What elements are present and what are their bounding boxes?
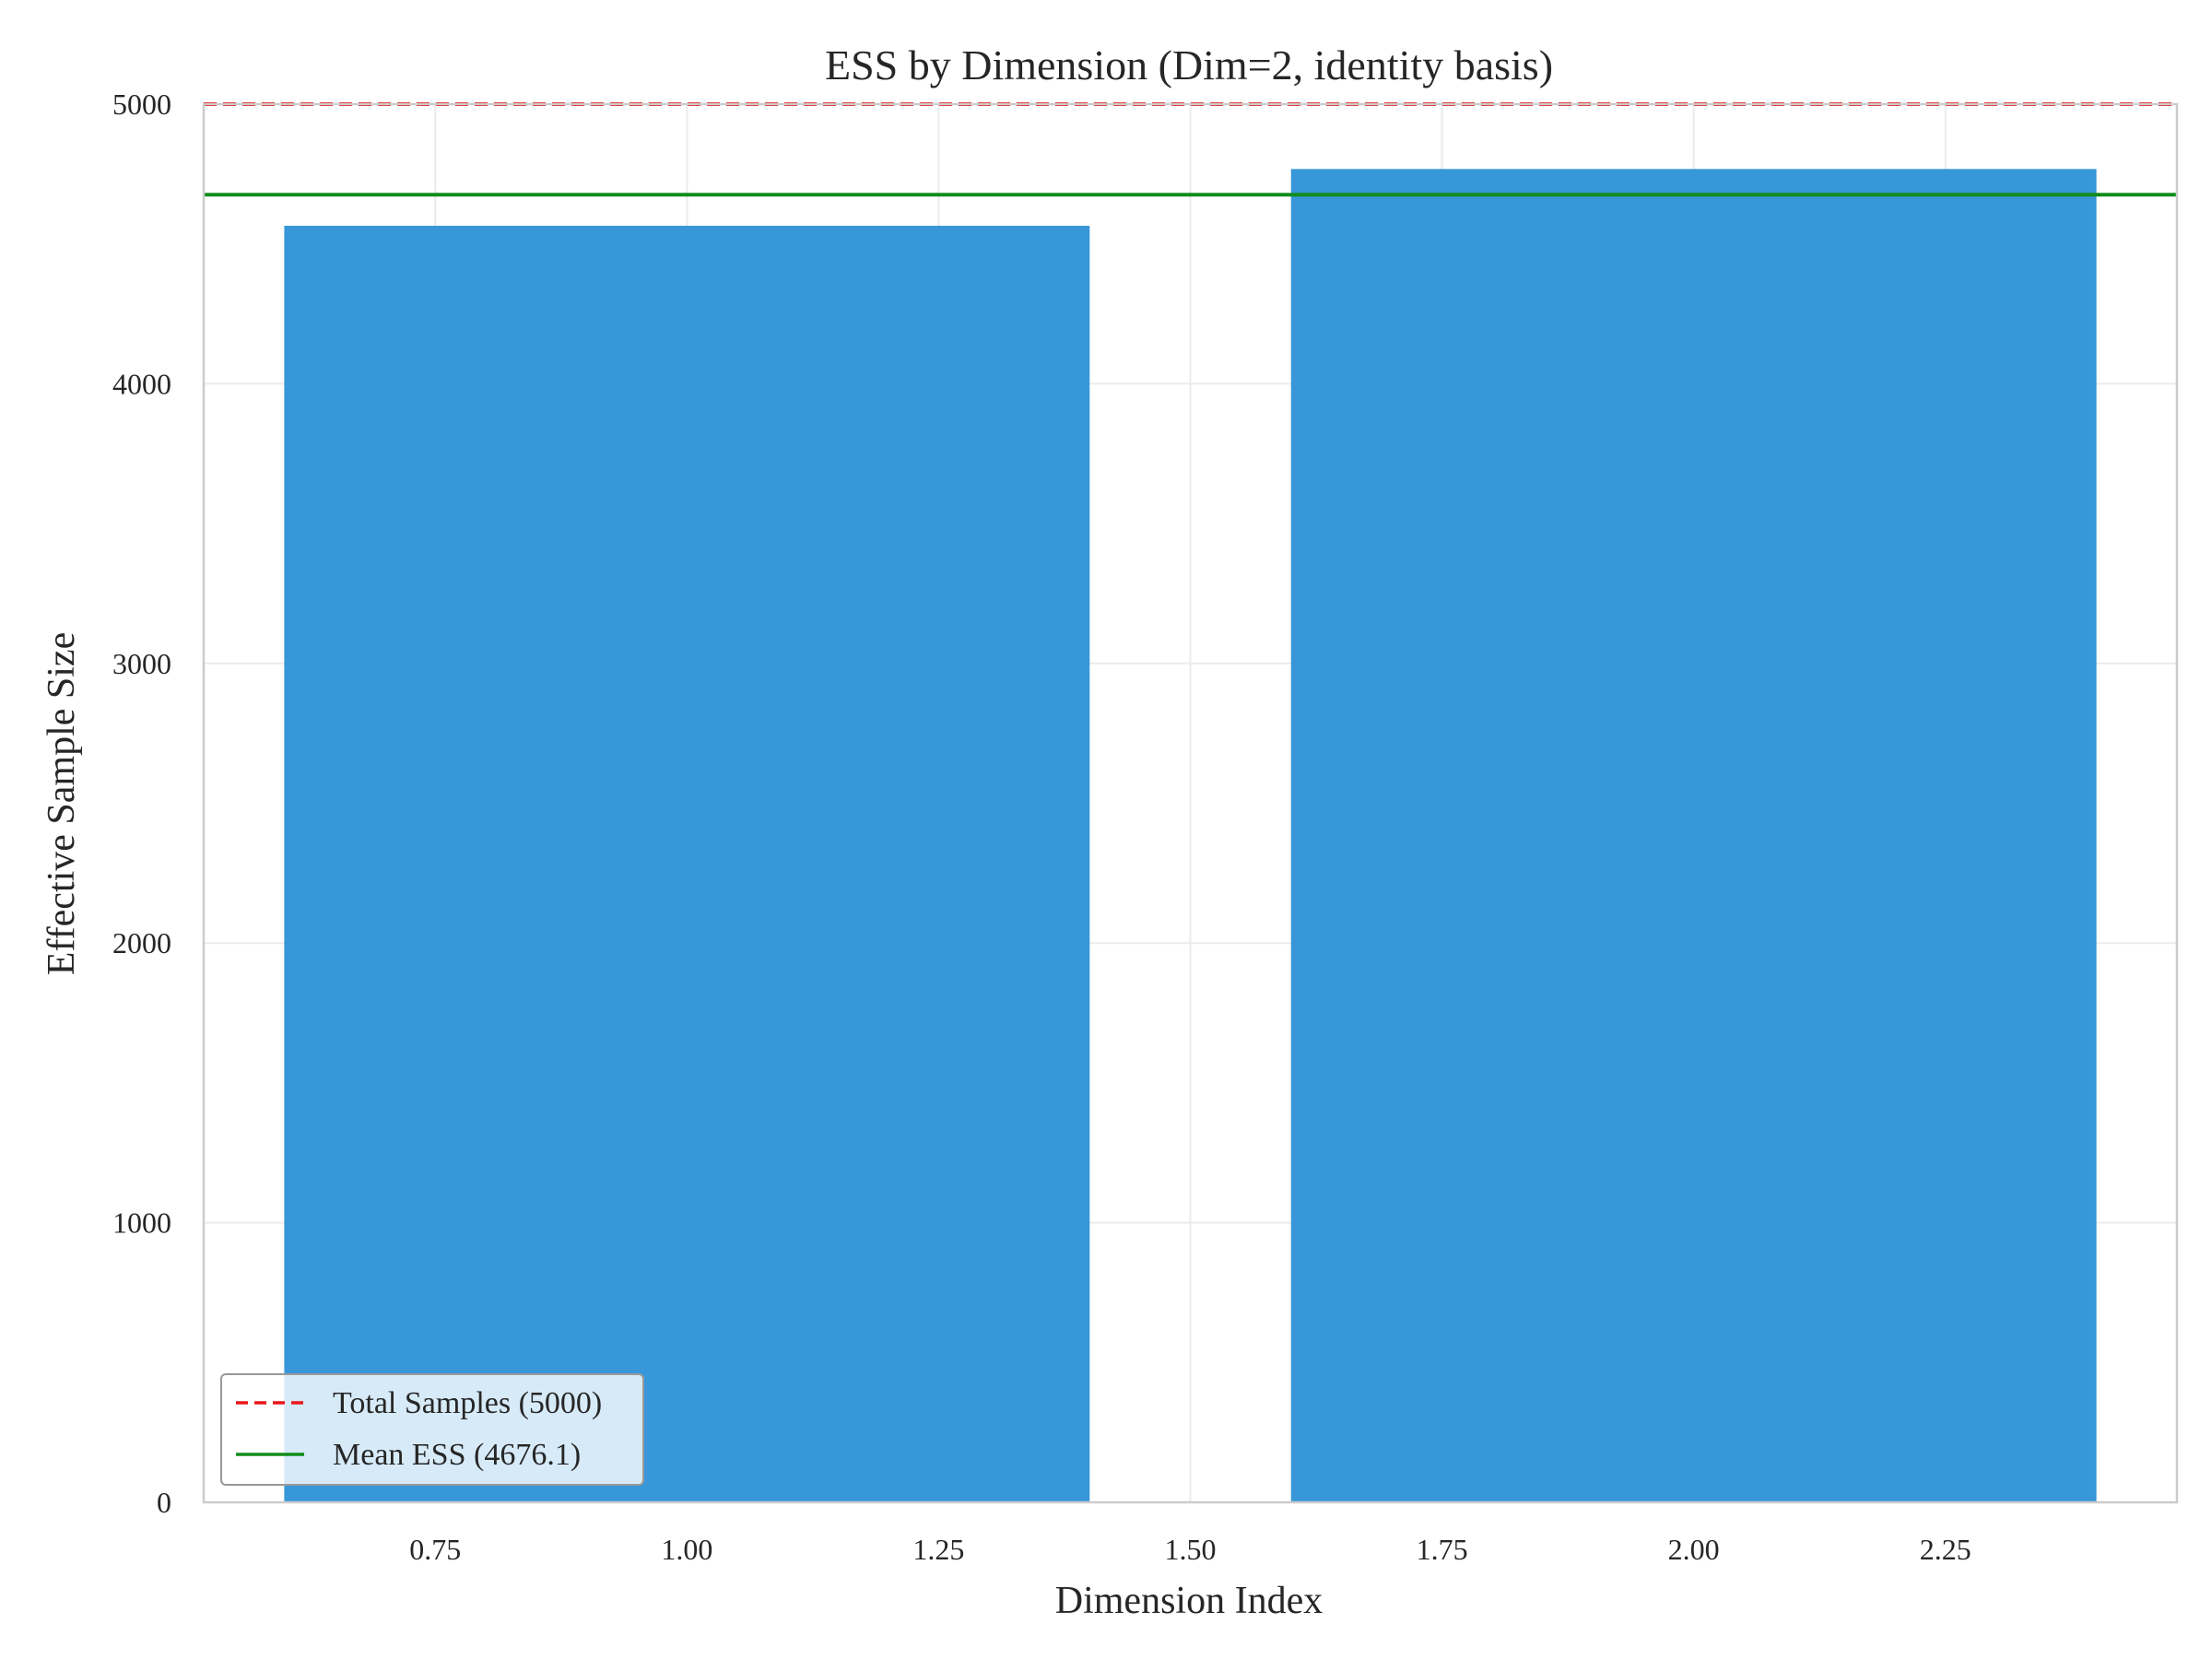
legend-label-mean-ess: Mean ESS (4676.1) [333,1438,581,1472]
tick-labels: 0.75 1.00 1.25 1.50 1.75 2.00 2.25 0 1000 2000 300… [112,88,1971,1566]
x-axis-label: Dimension Index [1055,1580,1323,1622]
legend: Total Samples (5000) Mean ESS (4676.1) [220,1373,644,1486]
bar-dimension-2 [1290,169,2097,1502]
legend-label-total-samples: Total Samples (5000) [333,1386,602,1420]
reference-lines [204,102,2177,197]
y-tick-label: 3000 [112,647,171,680]
x-tick-label: 1.50 [1165,1533,1217,1566]
plot-frame [202,102,2179,1504]
y-tick-label: 1000 [112,1206,171,1240]
x-tick-label: 1.00 [661,1533,712,1566]
legend-box [220,1373,644,1486]
x-tick-label: 1.75 [1417,1533,1468,1566]
y-axis-label: Effective Sample Size [41,632,83,975]
y-tick-label: 0 [157,1486,171,1519]
y-tick-label: 5000 [112,88,171,121]
bar-dimension-1 [284,225,1090,1502]
x-tick-label: 1.25 [912,1533,964,1566]
x-tick-label: 0.75 [409,1533,461,1566]
x-tick-label: 2.00 [1668,1533,1720,1566]
chart-title: ESS by Dimension (Dim=2, identity basis) [825,41,1553,88]
x-tick-label: 2.25 [1920,1533,1971,1566]
y-tick-label: 4000 [112,367,171,400]
y-tick-label: 2000 [112,926,171,959]
bars [284,169,2097,1502]
